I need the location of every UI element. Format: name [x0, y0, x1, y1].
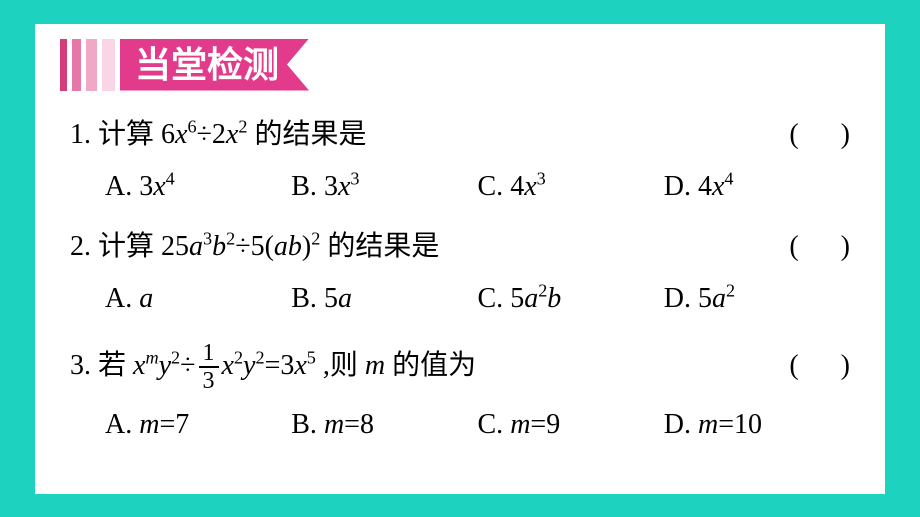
stripe: [102, 39, 115, 91]
question-3: 3. 若 xmy2÷13x2y2=3x5 ,则 m 的值为 ( ) A. m=7…: [70, 335, 850, 449]
quiz-title: 当堂检测: [120, 39, 309, 91]
quiz-header: 当堂检测: [60, 39, 860, 91]
option-a: A. 3x4: [105, 163, 291, 211]
answer-blank: ( ): [789, 111, 850, 159]
option-c: C. 5a2b: [478, 275, 664, 323]
question-number: 2.: [70, 231, 91, 262]
stripe: [86, 39, 97, 91]
option-d: D. m=10: [664, 401, 850, 449]
question-suffix: 的结果是: [247, 119, 366, 150]
question-prefix: 计算: [98, 119, 161, 150]
question-number: 3.: [70, 350, 91, 381]
question-suffix: ,则 m 的值为: [316, 350, 476, 381]
option-a: A. m=7: [105, 401, 291, 449]
options-row: A. 3x4 B. 3x3 C. 4x3 D. 4x4: [70, 163, 850, 211]
option-a: A. a: [105, 275, 291, 323]
quiz-card: 当堂检测 1. 计算 6x6÷2x2 的结果是 ( ) A. 3x4 B. 3x…: [35, 24, 885, 494]
question-expression: xmy2÷13x2y2=3x5: [133, 350, 316, 381]
decorative-stripes: [60, 39, 120, 91]
option-b: B. 3x3: [291, 163, 477, 211]
stripe: [60, 39, 67, 91]
option-b: B. 5a: [291, 275, 477, 323]
stripe: [72, 39, 81, 91]
answer-blank: ( ): [789, 335, 850, 397]
stripe: [115, 39, 120, 91]
question-1: 1. 计算 6x6÷2x2 的结果是 ( ) A. 3x4 B. 3x3 C. …: [70, 111, 850, 211]
options-row: A. m=7 B. m=8 C. m=9 D. m=10: [70, 401, 850, 449]
question-stem: 2. 计算 25a3b2÷5(ab)2 的结果是: [70, 223, 789, 271]
question-stem: 3. 若 xmy2÷13x2y2=3x5 ,则 m 的值为: [70, 335, 789, 397]
answer-blank: ( ): [789, 223, 850, 271]
question-expression: 25a3b2÷5(ab)2: [161, 231, 320, 262]
option-d: D. 4x4: [664, 163, 850, 211]
question-suffix: 的结果是: [320, 231, 439, 262]
question-prefix: 计算: [98, 231, 161, 262]
question-prefix: 若: [98, 350, 133, 381]
question-stem: 1. 计算 6x6÷2x2 的结果是: [70, 111, 789, 159]
question-list: 1. 计算 6x6÷2x2 的结果是 ( ) A. 3x4 B. 3x3 C. …: [60, 106, 860, 467]
question-number: 1.: [70, 119, 91, 150]
option-c: C. 4x3: [478, 163, 664, 211]
option-d: D. 5a2: [664, 275, 850, 323]
question-2: 2. 计算 25a3b2÷5(ab)2 的结果是 ( ) A. a B. 5a …: [70, 223, 850, 323]
options-row: A. a B. 5a C. 5a2b D. 5a2: [70, 275, 850, 323]
option-b: B. m=8: [291, 401, 477, 449]
question-expression: 6x6÷2x2: [161, 119, 247, 150]
option-c: C. m=9: [478, 401, 664, 449]
